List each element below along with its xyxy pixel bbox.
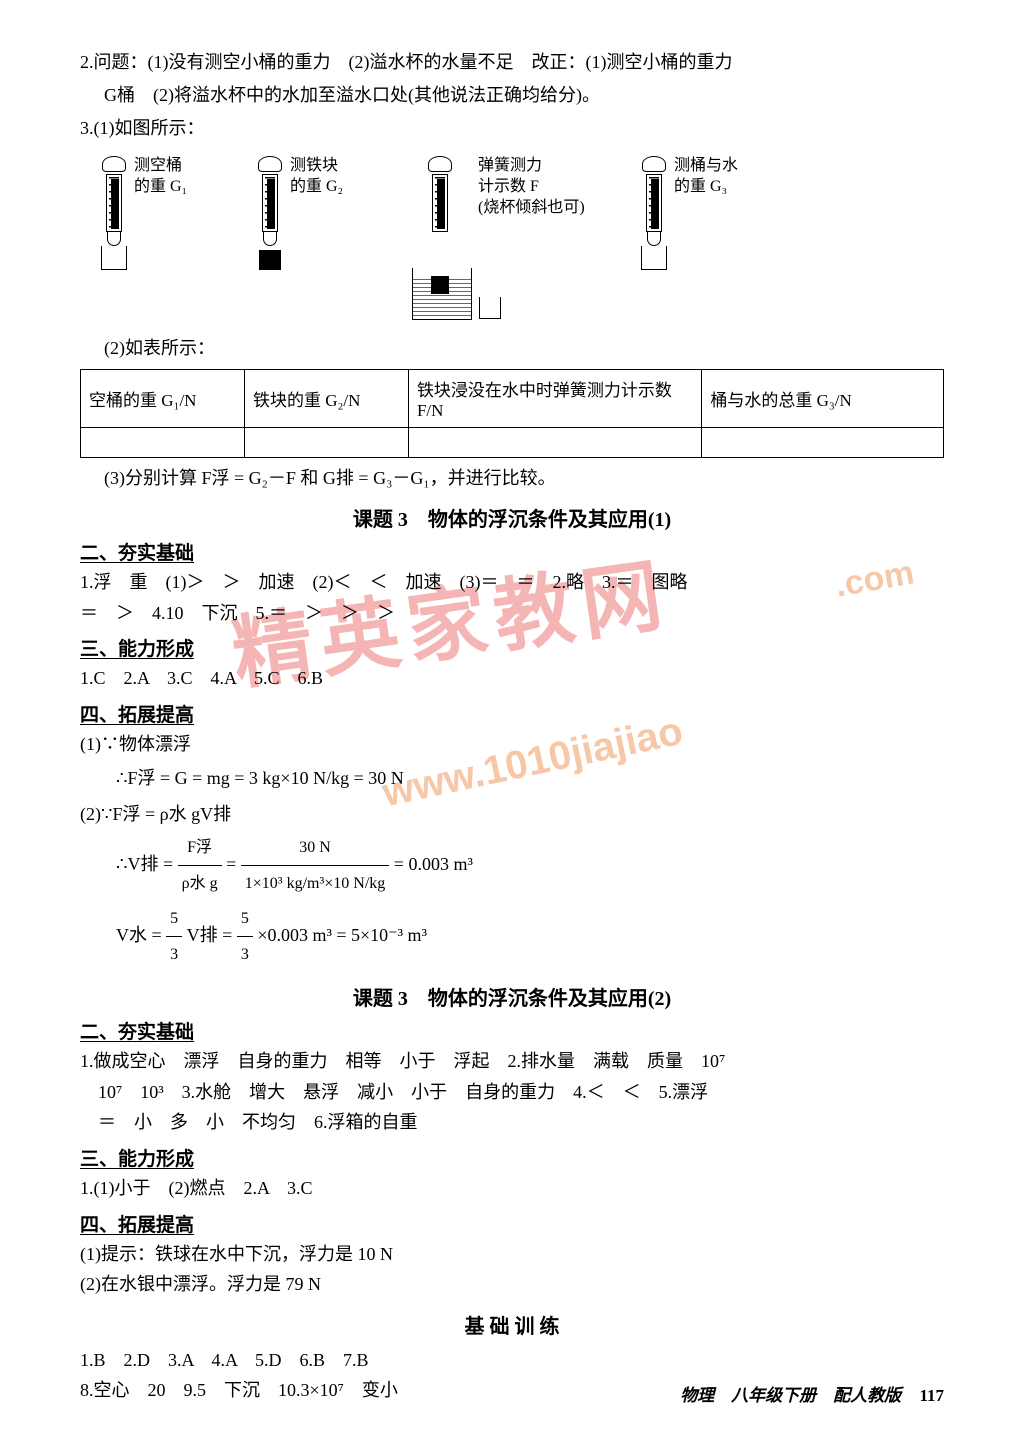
th4: 桶与水的总重 G₃/N	[702, 370, 944, 428]
table-row: 空桶的重 G₁/N 铁块的重 G₂/N 铁块浸没在水中时弹簧测力计示数 F/N …	[81, 370, 944, 428]
ans-line: (2)在水银中漂浮。浮力是 79 N	[80, 1269, 944, 1300]
ans-line: 1.C 2.A 3.C 4.A 5.C 6.B	[80, 663, 944, 694]
diagram-1: 测空桶 的重 G₁	[100, 156, 224, 320]
ans-line: 10⁷ 10³ 3.水舱 增大 悬浮 减小 小于 自身的重力 4.＜ ＜ 5.漂…	[80, 1077, 944, 1108]
spring-scale-icon	[256, 156, 284, 266]
formula-line: ∴F浮 = G = mg = 3 kg×10 N/kg = 30 N	[116, 759, 944, 799]
page-footer: 物理 八年级下册 配人教版 117	[680, 1381, 944, 1406]
ans-line: ＝ ＞ 4.10 下沉 5.＝ ＞ ＞ ＞	[80, 598, 944, 629]
spring-scale-icon	[100, 156, 128, 266]
formula-line: ∴V排 = F浮ρ水 g = 30 N1×10³ kg/m³×10 N/kg =…	[116, 830, 944, 901]
section-ability: 三、能力形成	[80, 1144, 944, 1171]
section-basics: 二、夯实基础	[80, 1017, 944, 1044]
diagram-4: 测桶与水 的重 G₃	[640, 156, 764, 320]
formula-line: V水 = 53 V排 = 53 ×0.003 m³ = 5×10⁻³ m³	[116, 901, 944, 972]
q3-sub2: (2)如表所示：	[80, 334, 944, 363]
diagram-2: 测铁块 的重 G₂	[256, 156, 380, 320]
spring-scale-icon	[640, 156, 668, 266]
q3-head: 3.(1)如图所示：	[80, 114, 944, 143]
lesson3a-title: 课题 3 物体的浮沉条件及其应用(1)	[80, 503, 944, 532]
ans-line: 1.B 2.D 3.A 4.A 5.D 6.B 7.B	[80, 1345, 944, 1376]
diag-label-1: 测空桶 的重 G₁	[134, 156, 224, 198]
section-basics: 二、夯实基础	[80, 538, 944, 565]
ans-line: ＝ 小 多 小 不均匀 6.浮箱的自重	[80, 1107, 944, 1138]
th1: 空桶的重 G₁/N	[81, 370, 245, 428]
lesson3b-title: 课题 3 物体的浮沉条件及其应用(2)	[80, 982, 944, 1011]
q2-line1: 2.问题：(1)没有测空小桶的重力 (2)溢水杯的水量不足 改正：(1)测空小桶…	[80, 48, 944, 77]
page-number: 117	[919, 1386, 944, 1405]
q3-sub3: (3)分别计算 F浮 = G₂－F 和 G排 = G₃－G₁，并进行比较。	[80, 464, 944, 493]
spring-scale-icon	[426, 156, 454, 266]
diag-label-2: 测铁块 的重 G₂	[290, 156, 380, 198]
diag-label-4: 测桶与水 的重 G₃	[674, 156, 764, 198]
section-extend: 四、拓展提高	[80, 1210, 944, 1237]
diag-label-3: 弹簧测力 计示数 F (烧杯倾斜也可)	[478, 156, 608, 218]
data-table: 空桶的重 G₁/N 铁块的重 G₂/N 铁块浸没在水中时弹簧测力计示数 F/N …	[80, 369, 944, 458]
section-ability: 三、能力形成	[80, 634, 944, 661]
ans-line: 1.浮 重 (1)＞ ＞ 加速 (2)＜ ＜ 加速 (3)＝ ＝ 2.略 3.＝…	[80, 567, 944, 598]
ans-line: (1)提示：铁球在水中下沉，浮力是 10 N	[80, 1239, 944, 1270]
ans-line: 1.做成空心 漂浮 自身的重力 相等 小于 浮起 2.排水量 满载 质量 10⁷	[80, 1046, 944, 1077]
section-extend: 四、拓展提高	[80, 700, 944, 727]
formula-line: (1)∵物体漂浮	[80, 729, 944, 760]
q2-line2: G桶 (2)将溢水杯中的水加至溢水口处(其他说法正确均给分)。	[80, 81, 944, 110]
th3: 铁块浸没在水中时弹簧测力计示数 F/N	[408, 370, 701, 428]
formula-line: (2)∵F浮 = ρ水 gV排	[80, 799, 944, 830]
th2: 铁块的重 G₂/N	[244, 370, 408, 428]
footer-text: 物理 八年级下册 配人教版	[680, 1386, 901, 1405]
beaker-icon	[412, 268, 472, 320]
ans-line: 1.(1)小于 (2)燃点 2.A 3.C	[80, 1173, 944, 1204]
basic-training-title: 基 础 训 练	[80, 1310, 944, 1339]
diagram-row: 测空桶 的重 G₁ 测铁块 的重 G₂ 弹簧测力 计示数 F (烧杯倾斜也可) …	[100, 156, 944, 320]
diagram-3: 弹簧测力 计示数 F (烧杯倾斜也可)	[412, 156, 608, 320]
table-row	[81, 428, 944, 458]
